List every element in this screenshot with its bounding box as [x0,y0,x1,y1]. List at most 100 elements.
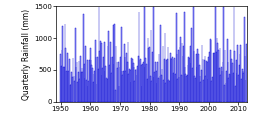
Bar [92,82,93,102]
Bar [156,83,157,102]
Bar [126,62,127,102]
Bar [154,62,155,102]
Bar [215,52,216,102]
Bar [183,12,184,102]
Bar [115,46,116,102]
Bar [227,62,228,102]
Bar [96,84,97,102]
Bar [127,42,128,102]
Bar [76,62,77,102]
Bar [165,83,166,102]
Bar [139,60,140,102]
Bar [136,75,137,102]
Bar [124,57,125,102]
Bar [228,74,229,102]
Bar [82,72,83,102]
Bar [116,62,117,102]
Bar [152,7,153,102]
Bar [173,59,174,102]
Bar [179,47,180,102]
Bar [180,75,181,102]
Bar [216,43,217,102]
Bar [149,76,150,102]
Bar [172,73,173,102]
Bar [196,67,197,102]
Bar [161,69,162,102]
Bar [175,13,176,102]
Bar [88,81,89,102]
Bar [243,17,244,102]
Bar [97,57,98,102]
Bar [206,62,207,102]
Bar [79,79,80,102]
Bar [169,53,170,102]
Bar [68,71,69,102]
Bar [181,43,182,102]
Bar [204,56,205,102]
Bar [153,77,154,102]
Bar [163,59,164,102]
Bar [138,12,139,102]
Bar [225,71,226,102]
Bar [178,77,179,102]
Bar [120,27,121,102]
Bar [111,73,112,102]
Bar [131,58,132,102]
Bar [210,40,211,102]
Bar [93,74,94,102]
Bar [193,51,194,102]
Bar [238,65,239,102]
Bar [67,71,68,102]
Bar [99,51,100,102]
Bar [234,86,235,102]
Bar [220,67,221,102]
Bar [158,54,159,102]
Bar [132,63,133,102]
Bar [100,41,101,102]
Bar [71,72,72,102]
Bar [78,61,79,102]
Bar [105,66,106,102]
Bar [194,78,195,102]
Bar [174,74,175,102]
Bar [83,14,84,102]
Bar [101,75,102,102]
Bar [218,68,219,102]
Bar [66,71,67,102]
Bar [171,57,172,102]
Bar [240,79,241,102]
Bar [102,68,103,102]
Bar [184,67,185,102]
Bar [145,58,146,102]
Bar [203,60,204,102]
Bar [237,75,238,102]
Bar [122,75,123,102]
Bar [108,31,109,102]
Bar [185,76,186,102]
Bar [61,50,62,102]
Bar [86,80,87,102]
Bar [195,54,196,102]
Bar [217,50,218,102]
Bar [159,76,160,102]
Bar [113,64,114,102]
Bar [147,38,148,102]
Bar [63,67,64,102]
Bar [91,65,92,102]
Bar [106,79,107,102]
Bar [148,48,149,102]
Bar [241,69,242,102]
Bar [244,56,245,102]
Bar [188,58,189,102]
Bar [114,24,115,102]
Bar [213,53,214,102]
Bar [109,42,110,102]
Bar [94,71,95,102]
Bar [211,77,212,102]
Bar [128,74,129,102]
Bar [214,7,215,102]
Bar [221,71,222,102]
Bar [118,86,119,102]
Bar [223,85,224,102]
Bar [164,33,165,102]
